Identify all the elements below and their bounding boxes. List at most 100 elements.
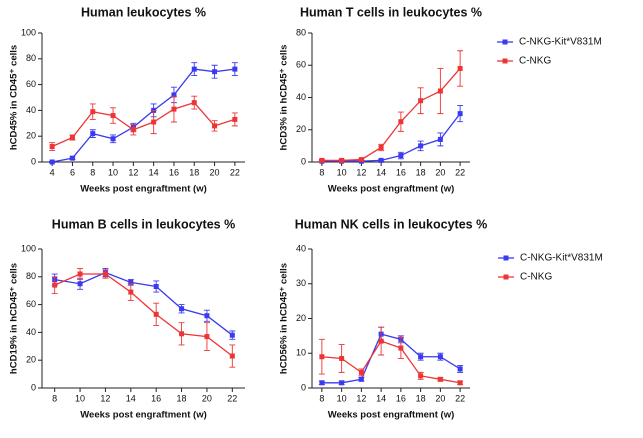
x-tick-label: 18: [416, 167, 426, 177]
data-point: [437, 136, 443, 142]
data-point: [130, 127, 136, 133]
x-tick-label: 14: [376, 167, 386, 177]
x-tick-label: 16: [169, 167, 179, 177]
data-point: [437, 88, 443, 94]
data-point: [212, 123, 218, 129]
legend-label: C-NKG: [519, 56, 551, 67]
data-point: [418, 354, 424, 360]
data-point: [110, 136, 116, 142]
legend-label: C-NKG-Kit*V831M: [519, 37, 602, 48]
x-tick-label: 16: [396, 167, 406, 177]
legend-label: C-NKG-Kit*V831M: [520, 253, 603, 264]
series-line: [51, 101, 236, 148]
data-point: [204, 313, 210, 319]
x-tick-label: 18: [177, 393, 187, 403]
data-point: [151, 119, 157, 125]
y-tick-label: 100: [21, 27, 36, 37]
series-line: [321, 333, 461, 384]
y-tick-label: 60: [296, 60, 306, 70]
data-point: [232, 66, 238, 72]
data-point: [204, 334, 210, 340]
y-axis-label: hCD56% in hCD45⁺ cells: [279, 263, 290, 374]
legend-label: C-NKG: [520, 272, 552, 283]
y-axis-label: hCD45% in CD45⁺ cells: [9, 45, 20, 150]
x-tick-label: 20: [435, 393, 445, 403]
x-axis-label: Weeks post engraftment (w): [328, 410, 455, 421]
data-point: [191, 66, 197, 72]
data-point: [319, 157, 325, 163]
data-point: [319, 354, 325, 360]
y-tick-label: 0: [31, 382, 36, 392]
x-tick-label: 18: [416, 393, 426, 403]
x-tick-label: 8: [319, 393, 324, 403]
data-point: [49, 159, 55, 165]
data-point: [418, 143, 424, 149]
data-point: [437, 376, 443, 382]
y-tick-label: 10: [296, 348, 306, 358]
y-tick-label: 0: [301, 156, 306, 166]
x-tick-label: 18: [189, 167, 199, 177]
x-tick-label: 10: [108, 167, 118, 177]
data-point: [398, 345, 404, 351]
y-tick-label: 100: [21, 243, 36, 253]
x-axis-label: Weeks post engraftment (w): [80, 410, 207, 421]
legend-marker: [502, 39, 508, 45]
x-tick-label: 14: [149, 167, 159, 177]
data-point: [358, 157, 364, 163]
data-point: [457, 111, 463, 117]
y-tick-label: 60: [26, 299, 36, 309]
y-tick-label: 0: [301, 382, 306, 392]
x-tick-label: 22: [455, 393, 465, 403]
series-line: [52, 68, 235, 163]
chart-title: Human B cells in leukocytes %: [52, 217, 235, 231]
data-point: [437, 354, 443, 360]
data-point: [69, 134, 75, 140]
data-point: [339, 355, 345, 361]
x-tick-label: 16: [396, 393, 406, 403]
series-line: [54, 271, 233, 336]
y-tick-label: 40: [26, 105, 36, 115]
x-tick-label: 14: [126, 393, 136, 403]
y-axis-label: hCD19% in hCD45⁺ cells: [9, 263, 20, 374]
data-point: [457, 65, 463, 71]
legend-marker: [503, 255, 509, 261]
data-point: [171, 92, 177, 98]
series-line: [54, 273, 233, 357]
x-tick-label: 12: [356, 167, 366, 177]
x-tick-label: 8: [319, 167, 324, 177]
x-tick-label: 20: [210, 167, 220, 177]
y-tick-label: 80: [26, 53, 36, 63]
data-point: [52, 282, 58, 288]
y-axis-label: hCD3% in hCD45⁺ cells: [279, 45, 290, 151]
data-point: [77, 281, 83, 287]
data-point: [191, 100, 197, 106]
y-tick-label: 20: [296, 124, 306, 134]
data-point: [171, 106, 177, 112]
legend-marker: [502, 58, 508, 64]
y-tick-label: 0: [31, 156, 36, 166]
x-axis-label: Weeks post engraftment (w): [80, 184, 207, 195]
data-point: [229, 332, 235, 338]
y-tick-label: 20: [26, 131, 36, 141]
x-tick-label: 12: [100, 393, 110, 403]
data-point: [358, 376, 364, 382]
data-point: [339, 157, 345, 163]
data-point: [49, 144, 55, 150]
x-tick-label: 10: [337, 167, 347, 177]
x-tick-label: 10: [337, 393, 347, 403]
data-point: [457, 380, 463, 386]
data-point: [69, 155, 75, 161]
chart-title: Human leukocytes %: [81, 5, 206, 19]
y-tick-label: 80: [296, 27, 306, 37]
x-tick-label: 10: [75, 393, 85, 403]
x-tick-label: 20: [435, 167, 445, 177]
x-tick-label: 22: [227, 393, 237, 403]
data-point: [90, 109, 96, 115]
y-tick-label: 40: [26, 327, 36, 337]
x-tick-label: 22: [230, 167, 240, 177]
y-tick-label: 20: [26, 355, 36, 365]
data-point: [128, 279, 134, 285]
series-line: [321, 68, 461, 162]
data-point: [339, 380, 345, 386]
data-point: [110, 113, 116, 119]
